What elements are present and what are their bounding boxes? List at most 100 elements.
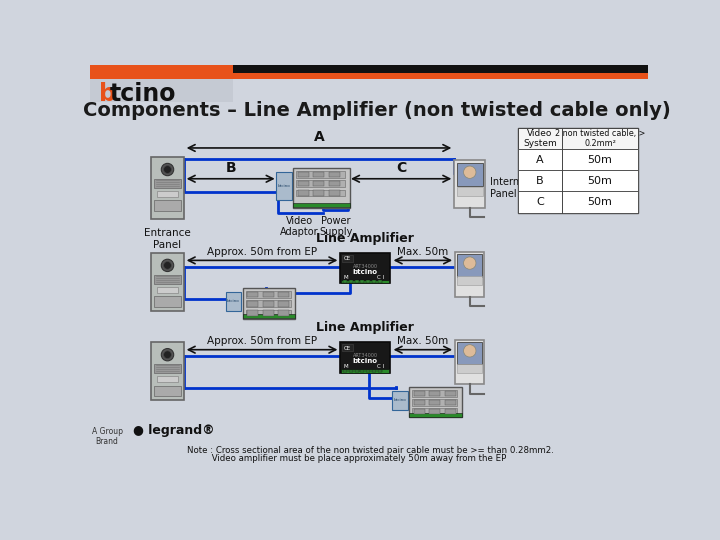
Bar [246, 300, 291, 307]
Text: B: B [225, 161, 236, 175]
Bar [414, 400, 425, 405]
Bar [154, 275, 181, 284]
Bar [329, 181, 340, 186]
Text: Approx. 50m from EP: Approx. 50m from EP [207, 336, 317, 346]
Bar [263, 310, 274, 316]
Bar [341, 280, 389, 284]
Bar [409, 413, 462, 417]
Bar [279, 301, 289, 307]
Bar [349, 370, 353, 372]
Bar [248, 310, 258, 316]
Bar [296, 190, 345, 197]
Bar [361, 370, 364, 372]
Text: btcino: btcino [353, 358, 377, 365]
Bar [154, 200, 181, 211]
Bar [455, 340, 485, 384]
Bar [456, 163, 483, 186]
Bar [329, 190, 340, 195]
Bar [151, 157, 184, 219]
Bar [518, 149, 638, 170]
Text: C I: C I [377, 364, 384, 369]
Text: Max. 50m: Max. 50m [397, 336, 449, 346]
Text: Internal
Panel: Internal Panel [490, 177, 528, 199]
Bar [233, 65, 648, 73]
Text: C: C [396, 161, 406, 175]
Text: 50m: 50m [588, 176, 613, 186]
Text: Video
System: Video System [523, 129, 557, 148]
Text: Note : Cross sectional area of the non twisted pair cable must be >= than 0.28mm: Note : Cross sectional area of the non t… [187, 446, 554, 455]
Bar [313, 181, 324, 186]
Bar [313, 190, 324, 195]
Bar [378, 280, 382, 283]
Bar [378, 370, 382, 372]
Text: Components – Line Amplifier (non twisted cable only): Components – Line Amplifier (non twisted… [83, 102, 670, 120]
Bar [313, 172, 324, 177]
Bar [248, 292, 258, 298]
Bar [154, 364, 181, 373]
Bar [342, 255, 353, 262]
Bar [457, 276, 482, 286]
Text: ● legrand®: ● legrand® [132, 424, 215, 437]
Bar [243, 314, 295, 318]
Bar [413, 408, 457, 415]
Bar [246, 291, 291, 298]
Bar [518, 128, 638, 213]
Bar [429, 409, 441, 414]
Bar [343, 370, 347, 372]
Bar [293, 168, 350, 208]
Bar [154, 179, 181, 188]
Text: tcino: tcino [109, 82, 176, 106]
Bar [297, 172, 309, 177]
Bar [366, 370, 370, 372]
Bar [296, 180, 345, 187]
Text: Line Amplifier: Line Amplifier [316, 232, 414, 245]
Text: C: C [536, 197, 544, 207]
Circle shape [161, 259, 174, 272]
Bar [297, 181, 309, 186]
Bar [293, 204, 350, 207]
Bar [413, 390, 457, 397]
Text: b: b [99, 82, 117, 106]
Bar [457, 254, 482, 276]
Bar [414, 390, 425, 396]
Circle shape [464, 345, 476, 357]
Bar [248, 301, 258, 307]
Bar [263, 301, 274, 307]
Bar [90, 79, 233, 102]
Circle shape [161, 348, 174, 361]
Text: B: B [536, 176, 544, 186]
Bar [151, 342, 184, 400]
Bar [341, 369, 389, 373]
Text: CE: CE [344, 346, 351, 350]
Bar [372, 280, 376, 283]
Text: Approx. 50m from EP: Approx. 50m from EP [207, 247, 317, 256]
Text: A Group
Brand: A Group Brand [91, 427, 122, 446]
Text: Max. 50m: Max. 50m [397, 247, 449, 256]
Bar [445, 400, 456, 405]
Bar [355, 370, 359, 372]
Bar [366, 280, 370, 283]
Bar [454, 160, 485, 208]
Bar [279, 292, 289, 298]
Bar [297, 190, 309, 195]
Text: Video amplifier must be place approximately 50m away from the EP: Video amplifier must be place approximat… [187, 455, 506, 463]
Text: A: A [536, 154, 544, 165]
Bar [343, 280, 347, 283]
Text: CE: CE [344, 256, 351, 261]
Bar [340, 253, 390, 284]
Bar [445, 409, 456, 414]
Bar [158, 191, 178, 197]
Circle shape [163, 261, 171, 269]
Bar [392, 390, 408, 410]
Text: 50m: 50m [588, 197, 613, 207]
Bar [296, 171, 345, 178]
Bar [372, 370, 376, 372]
Bar [342, 345, 353, 351]
Bar [340, 342, 390, 373]
Bar [158, 287, 178, 293]
Bar [457, 364, 482, 373]
Circle shape [464, 166, 476, 178]
Text: A: A [314, 130, 325, 144]
Bar [518, 192, 638, 213]
Circle shape [464, 257, 476, 269]
